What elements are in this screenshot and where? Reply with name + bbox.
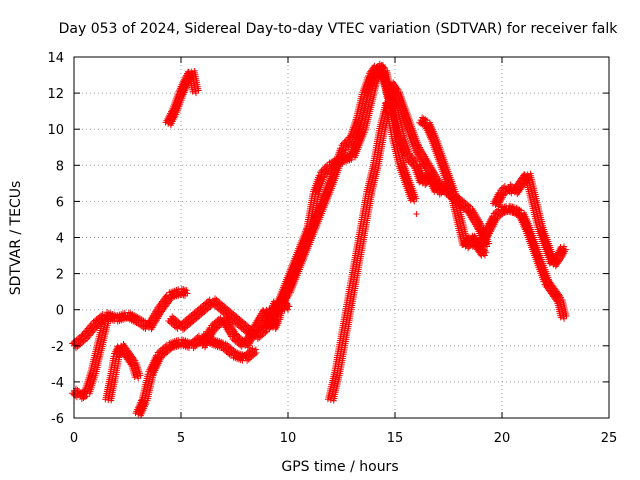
y-tick-label: 14: [47, 51, 64, 66]
y-tick-label: 2: [56, 268, 64, 283]
data-point-marker: [285, 306, 291, 313]
data-point-marker: [337, 145, 344, 152]
data-point-marker: [561, 243, 568, 250]
data-point-marker: [557, 244, 564, 251]
data-point-marker: [348, 156, 355, 163]
series-track-1: [69, 285, 191, 352]
data-point-marker: [195, 87, 202, 94]
data-point-marker: [183, 287, 190, 294]
data-point-marker: [132, 319, 139, 326]
data-point-marker: [238, 343, 245, 350]
data-point-marker: [540, 278, 547, 285]
data-point-marker: [131, 374, 138, 381]
data-point-marker: [562, 246, 569, 253]
data-point-marker: [174, 325, 181, 332]
data-point-marker: [508, 190, 515, 197]
x-tick-label: 20: [494, 431, 511, 446]
x-tick-label: 25: [601, 431, 618, 446]
y-tick-label: 4: [56, 232, 64, 247]
x-tick-label: 5: [177, 431, 185, 446]
axis-ticks: [73, 56, 610, 419]
x-tick-label: 10: [280, 431, 297, 446]
series-track-13: [464, 202, 570, 322]
data-point-marker: [413, 195, 420, 202]
data-point-marker: [219, 339, 226, 346]
data-point-marker: [142, 326, 149, 333]
series-track-2: [69, 315, 112, 402]
data-point-marker: [484, 243, 491, 250]
y-tick-label: -6: [51, 412, 64, 427]
x-axis-label: GPS time / hours: [281, 459, 398, 475]
data-point-marker: [138, 397, 145, 404]
data-point-marker: [557, 314, 564, 321]
data-point-marker: [481, 252, 488, 259]
data-point-marker: [409, 143, 416, 150]
data-point-marker: [252, 346, 259, 353]
y-tick-label: -2: [51, 340, 64, 355]
y-tick-label: 6: [56, 195, 64, 210]
data-point-marker: [411, 198, 418, 205]
data-point-marker: [308, 228, 315, 235]
data-point-marker: [189, 88, 196, 95]
y-axis-label: SDTVAR / TECUs: [8, 181, 24, 296]
data-point-marker: [413, 211, 420, 218]
x-tick-labels: 0 5 10 15 20 25: [70, 431, 617, 446]
y-tick-label: 0: [56, 304, 64, 319]
data-point-marker: [184, 290, 191, 297]
data-point-marker: [144, 371, 151, 378]
series-track-14: [489, 170, 569, 270]
y-tick-label: 8: [56, 159, 64, 174]
series-track-9: [271, 62, 448, 314]
data-point-marker: [315, 172, 322, 179]
data-point-marker: [561, 315, 568, 322]
series-track-3: [102, 341, 144, 404]
y-tick-label: -4: [51, 376, 64, 391]
data-point-marker: [99, 317, 106, 324]
series-track-12: [416, 114, 490, 259]
data-point-marker: [73, 394, 80, 401]
y-tick-label: 10: [47, 123, 64, 138]
x-tick-label: 15: [387, 431, 404, 446]
y-tick-label: 12: [47, 87, 64, 102]
series-track-10: [324, 98, 420, 404]
data-point-marker: [486, 240, 493, 247]
data-point-marker: [309, 190, 316, 197]
data-point-marker: [135, 375, 142, 382]
data-point-marker: [364, 73, 371, 80]
series-track-5: [162, 67, 202, 129]
chart-title: Day 053 of 2024, Sidereal Day-to-day VTE…: [59, 21, 619, 37]
data-points: [69, 60, 570, 419]
y-tick-labels: -6 -4 -2 0 2 4 6 8 10 12 14: [47, 51, 64, 427]
series-outlier: [413, 211, 420, 218]
data-point-marker: [407, 197, 414, 204]
data-point-marker: [302, 226, 309, 233]
data-point-marker: [103, 315, 110, 322]
data-point-marker: [110, 353, 117, 360]
data-point-marker: [93, 324, 100, 331]
x-tick-label: 0: [70, 431, 78, 446]
data-point-marker: [192, 90, 199, 97]
